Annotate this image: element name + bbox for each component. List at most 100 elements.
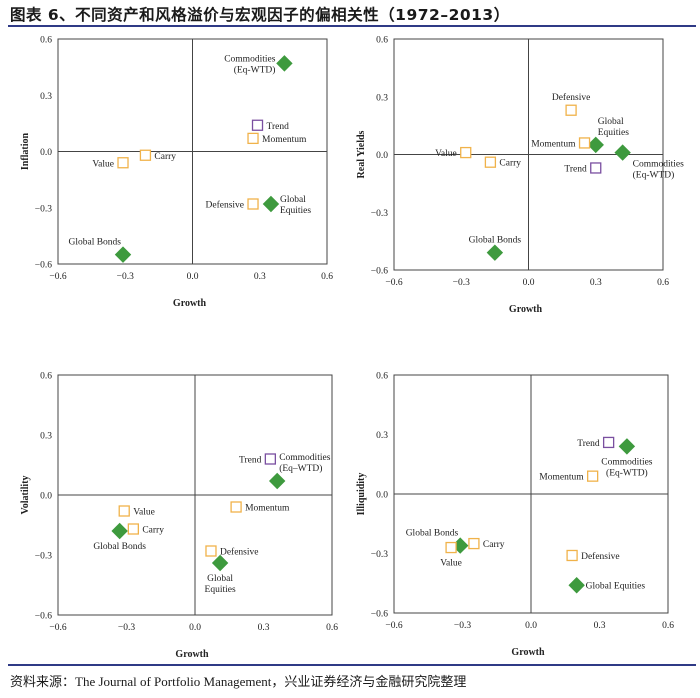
y-tick-label: 0.0	[40, 492, 52, 502]
y-tick-label: 0.3	[40, 432, 52, 442]
point-label-defensive: Defensive	[552, 92, 591, 103]
point-label-carry: Carry	[499, 159, 521, 169]
marker-defensive	[565, 104, 577, 116]
y-tick-label: −0.6	[371, 610, 388, 620]
point-label-value: Value	[133, 508, 155, 518]
point-label-value: Value	[435, 149, 457, 159]
x-tick-label: 0.6	[326, 623, 338, 633]
point-label-line: Value	[133, 508, 155, 518]
y-tick-label: 0.3	[376, 93, 388, 103]
point-label-line: Equities	[205, 585, 236, 595]
marker-trend	[264, 453, 277, 465]
x-tick-label: 0.0	[523, 278, 535, 288]
marker-defensive	[566, 549, 578, 562]
point-label-commodities-eq-wtd: Commodities (Eq–WTD)	[279, 453, 331, 474]
point-label-momentum: Momentum	[262, 135, 307, 145]
point-label-line: Global Bonds	[406, 529, 459, 539]
point-label-line: Defensive	[552, 92, 591, 103]
x-tick-label: −0.3	[118, 623, 135, 633]
point-label-value: Value	[92, 159, 114, 169]
point-label-line: Carry	[499, 159, 521, 169]
x-tick-label: 0.6	[662, 621, 674, 631]
point-label-line: Carry	[154, 152, 176, 162]
chart-panel-2: −0.6 −0.3 0.0 0.3 0.6 0.6 0.3 0.0 −0.3 −0.6 Growth…	[356, 36, 684, 316]
point-label-line: Carry	[142, 526, 164, 536]
x-tick-label: 0.0	[187, 272, 199, 282]
point-label-commodities-eq-wtd: Commodities (Eq-WTD)	[601, 457, 653, 478]
point-label-line: Commodities	[224, 54, 276, 64]
point-label-global-equities: Global Equities	[205, 574, 236, 595]
x-tick-label: 0.3	[594, 621, 606, 631]
x-tick-label: 0.6	[657, 278, 669, 288]
point-label-line: Value	[440, 559, 462, 569]
point-label-line: Commodities	[633, 160, 685, 170]
y-tick-label: 0.3	[40, 92, 52, 102]
marker-trend	[590, 162, 602, 174]
marker-defensive	[247, 198, 259, 210]
chart-panel-3: −0.6 −0.3 0.0 0.3 0.6 0.6 0.3 0.0 −0.3 −0.6 Growth…	[20, 372, 338, 661]
x-tick-label: −0.3	[453, 278, 470, 288]
point-label-line: Carry	[483, 540, 505, 550]
point-label-line: (Eq-WTD)	[606, 467, 648, 478]
marker-global-equities	[211, 554, 229, 572]
marker-commodities-eq-wtd	[614, 144, 631, 161]
point-label-defensive: Defensive	[581, 551, 620, 562]
point-label-global-equities: Global Equities	[598, 117, 629, 138]
point-label-line: Commodities	[279, 453, 331, 463]
point-label-momentum: Momentum	[531, 139, 576, 149]
y-axis-title: Volatility	[20, 475, 31, 514]
marker-global-bonds	[114, 246, 132, 263]
marker-momentum	[578, 137, 591, 149]
x-axis-title: Growth	[511, 647, 545, 658]
y-tick-label: −0.3	[371, 209, 388, 219]
point-label-line: Trend	[564, 164, 587, 174]
point-label-line: Momentum	[531, 139, 576, 149]
point-label-carry: Carry	[142, 526, 164, 536]
point-label-line: Equities	[280, 206, 311, 216]
point-label-global-equities: Global Equities	[280, 195, 311, 216]
point-label-line: Value	[92, 159, 114, 169]
y-tick-label: −0.3	[371, 550, 388, 560]
x-tick-label: −0.3	[117, 272, 134, 282]
point-label-commodities-eq-wtd: Commodities (Eq-WTD)	[224, 54, 276, 75]
point-label-line: Defensive	[206, 200, 245, 211]
point-label-line: Global Bonds	[68, 238, 121, 248]
x-tick-label: 0.3	[258, 623, 270, 633]
marker-global-bonds	[111, 522, 128, 540]
chart-panel-1: −0.6 −0.3 0.0 0.3 0.6 0.6 0.3 0.0 −0.3 −0.6 Growth…	[20, 36, 333, 310]
point-label-carry: Carry	[154, 152, 176, 162]
point-label-global-equities: Global Equities	[586, 582, 646, 592]
point-label-line: Momentum	[245, 504, 290, 514]
marker-value	[118, 505, 130, 517]
marker-carry	[139, 149, 152, 161]
marker-global-equities	[587, 136, 604, 154]
x-tick-label: 0.6	[321, 272, 333, 282]
y-tick-label: −0.6	[371, 267, 388, 277]
x-tick-label: −0.6	[385, 621, 402, 631]
point-label-line: (Eq-WTD)	[234, 64, 276, 75]
y-tick-label: −0.3	[35, 204, 52, 214]
source-rule	[8, 664, 696, 666]
point-label-line: Equities	[598, 128, 629, 138]
point-label-line: Trend	[577, 439, 600, 449]
point-label-momentum: Momentum	[245, 504, 290, 514]
x-axis-title: Growth	[175, 649, 209, 660]
source-note: 资料来源：The Journal of Portfolio Management…	[10, 674, 467, 689]
point-label-line: (Eq–WTD)	[279, 463, 322, 474]
x-tick-label: 0.0	[525, 621, 537, 631]
point-label-line: Value	[435, 149, 457, 159]
y-tick-label: 0.6	[40, 36, 52, 46]
marker-value	[117, 157, 129, 169]
point-label-line: Defensive	[220, 547, 259, 558]
marker-global-equities	[568, 577, 585, 594]
marker-momentum	[587, 470, 599, 482]
marker-global-bonds	[486, 244, 504, 261]
x-tick-label: −0.6	[49, 623, 66, 633]
point-label-line: Momentum	[262, 135, 307, 145]
point-label-line: Momentum	[539, 473, 584, 483]
y-tick-label: −0.6	[35, 612, 52, 622]
title-rule	[8, 25, 696, 27]
point-label-line: Global	[207, 574, 233, 584]
marker-momentum	[230, 501, 242, 513]
